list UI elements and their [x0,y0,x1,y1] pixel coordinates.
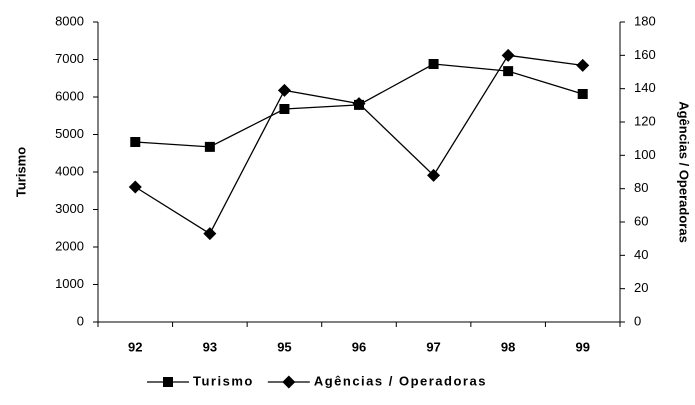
x-tick-label: 95 [277,339,291,354]
y-axis-title: Turismo [13,147,28,197]
y-tick-label: 5000 [55,126,84,141]
square-marker [503,66,514,77]
y2-axis-title: Agências / Operadoras [677,101,692,243]
diamond-marker [203,227,217,241]
y-tick-label: 3000 [55,201,84,216]
diamond-marker [576,58,590,72]
y2-tick-label: 20 [634,280,648,295]
x-tick-label: 92 [128,339,142,354]
square-marker [279,104,290,114]
y-tick-label: 0 [77,313,84,328]
x-tick-label: 97 [426,339,440,354]
y2-tick-label: 140 [634,80,656,95]
y2-tick-label: 40 [634,247,648,262]
x-tick-label: 96 [352,339,366,354]
diamond-marker [501,48,515,62]
y2-tick-label: 120 [634,113,656,128]
square-marker [577,89,588,99]
diamond-marker [427,168,441,182]
diamond-marker [128,180,142,194]
y2-tick-label: 0 [634,313,641,328]
y-tick-label: 4000 [55,163,84,178]
square-marker [204,141,215,152]
y2-tick-label: 100 [634,147,656,162]
square-marker [163,377,173,387]
diamond-marker [282,375,296,389]
y2-tick-label: 160 [634,47,656,62]
x-tick-label: 93 [203,339,217,354]
y2-tick-label: 80 [634,180,648,195]
legend-label: Agências / Operadoras [314,373,487,388]
square-marker [130,137,141,147]
y-tick-label: 6000 [55,88,84,103]
x-tick-label: 98 [501,339,515,354]
diamond-marker [277,83,291,97]
x-tick-label: 99 [575,339,589,354]
series-line [134,54,583,235]
y2-tick-label: 180 [634,13,656,28]
square-marker [428,59,439,69]
legend-label: Turismo [193,373,254,388]
diamond-marker [352,97,366,111]
y-tick-label: 8000 [55,13,84,28]
y-tick-label: 7000 [55,51,84,66]
y-tick-label: 2000 [55,238,84,253]
y2-tick-label: 60 [634,213,648,228]
y-tick-label: 1000 [55,276,84,291]
